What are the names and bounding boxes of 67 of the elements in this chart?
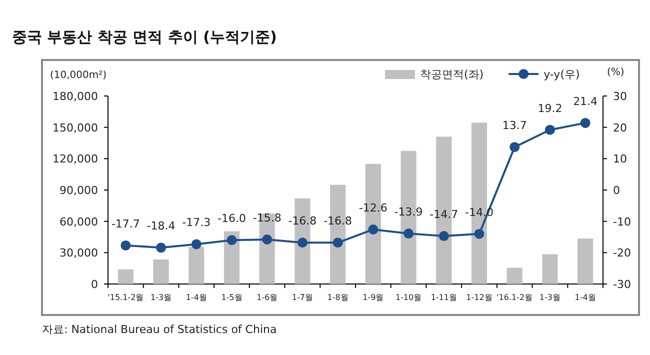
- bar: [153, 259, 169, 284]
- bar: [118, 269, 134, 284]
- y2-axis-title: (%): [607, 67, 624, 78]
- point: [120, 240, 131, 250]
- bar: [542, 254, 558, 284]
- data-label: 21.4: [573, 94, 598, 108]
- x-tick-label: 1-5월: [221, 293, 242, 302]
- text: 자료: National Bureau of Statistics of China: [42, 323, 277, 336]
- data-label: 13.7: [502, 119, 527, 132]
- point: [262, 234, 272, 245]
- x-tick-label: 1-4월: [574, 293, 596, 302]
- y2-tick-label: -30: [613, 278, 631, 291]
- bar: [506, 268, 522, 284]
- x-tick-label: '16.1-2월: [496, 293, 533, 302]
- y-tick-label: 60,000: [60, 215, 98, 228]
- data-label: -12.6: [358, 201, 388, 214]
- x-tick-label: 1-3월: [150, 293, 172, 302]
- x-tick-label: 1-8월: [327, 293, 348, 302]
- point: [474, 228, 484, 239]
- x-tick-label: '15.1-2월: [108, 293, 144, 302]
- y2-tick-label: 0: [613, 184, 620, 197]
- point: [226, 235, 237, 246]
- point: [191, 239, 202, 250]
- data-label: -13.9: [394, 206, 423, 219]
- data-label: -16.8: [288, 214, 317, 228]
- y2-tick-label: -20: [613, 246, 631, 260]
- x-tick-label: 1-9월: [362, 293, 384, 302]
- point: [544, 124, 555, 135]
- legend-label: y-y(우): [544, 68, 580, 81]
- x-tick-label: 1-4월: [186, 293, 207, 302]
- y2-tick-label: 10: [613, 152, 627, 166]
- x-tick-label: 1-12월: [466, 293, 492, 302]
- data-label: -17.3: [182, 216, 211, 230]
- bar: [578, 238, 594, 284]
- point: [438, 231, 449, 242]
- x-tick-label: 1-7월: [292, 293, 314, 302]
- x-tick-label: 1-10월: [395, 293, 422, 302]
- data-label: -14.7: [430, 208, 458, 222]
- x-tick-label: 1-3월: [539, 293, 561, 302]
- data-label: -16.8: [324, 214, 352, 228]
- point: [510, 142, 520, 152]
- x-tick-label: 1-11월: [430, 293, 457, 302]
- y-axis-title: (10,000m²): [50, 70, 107, 81]
- y2-tick-label: 30: [613, 90, 627, 103]
- data-label: -17.7: [111, 217, 140, 230]
- y-tick-label: 0: [91, 278, 98, 291]
- data-label: -15.8: [252, 212, 282, 225]
- data-label: 19.2: [538, 102, 562, 115]
- x-tick-label: 1-6월: [256, 293, 278, 302]
- point: [297, 238, 308, 248]
- point: [404, 228, 414, 239]
- y-tick-label: 150,000: [52, 121, 98, 134]
- y-tick-label: 120,000: [52, 152, 98, 166]
- legend-label: 착공면적(좌): [420, 68, 484, 81]
- data-label: -18.4: [146, 220, 176, 233]
- point: [580, 118, 590, 128]
- chart-title: 중국 부동산 착공 면적 추이 (누적기준): [12, 28, 277, 46]
- data-label: -16.0: [218, 212, 246, 226]
- y-tick-label: 90,000: [60, 184, 98, 197]
- point: [156, 242, 166, 253]
- point: [368, 224, 378, 234]
- y-tick-label: 30,000: [60, 246, 98, 260]
- y2-tick-label: -10: [613, 215, 631, 228]
- point: [332, 238, 343, 248]
- y2-tick-label: 20: [613, 121, 627, 134]
- y-tick-label: 180,000: [52, 90, 98, 103]
- bar: [188, 246, 204, 284]
